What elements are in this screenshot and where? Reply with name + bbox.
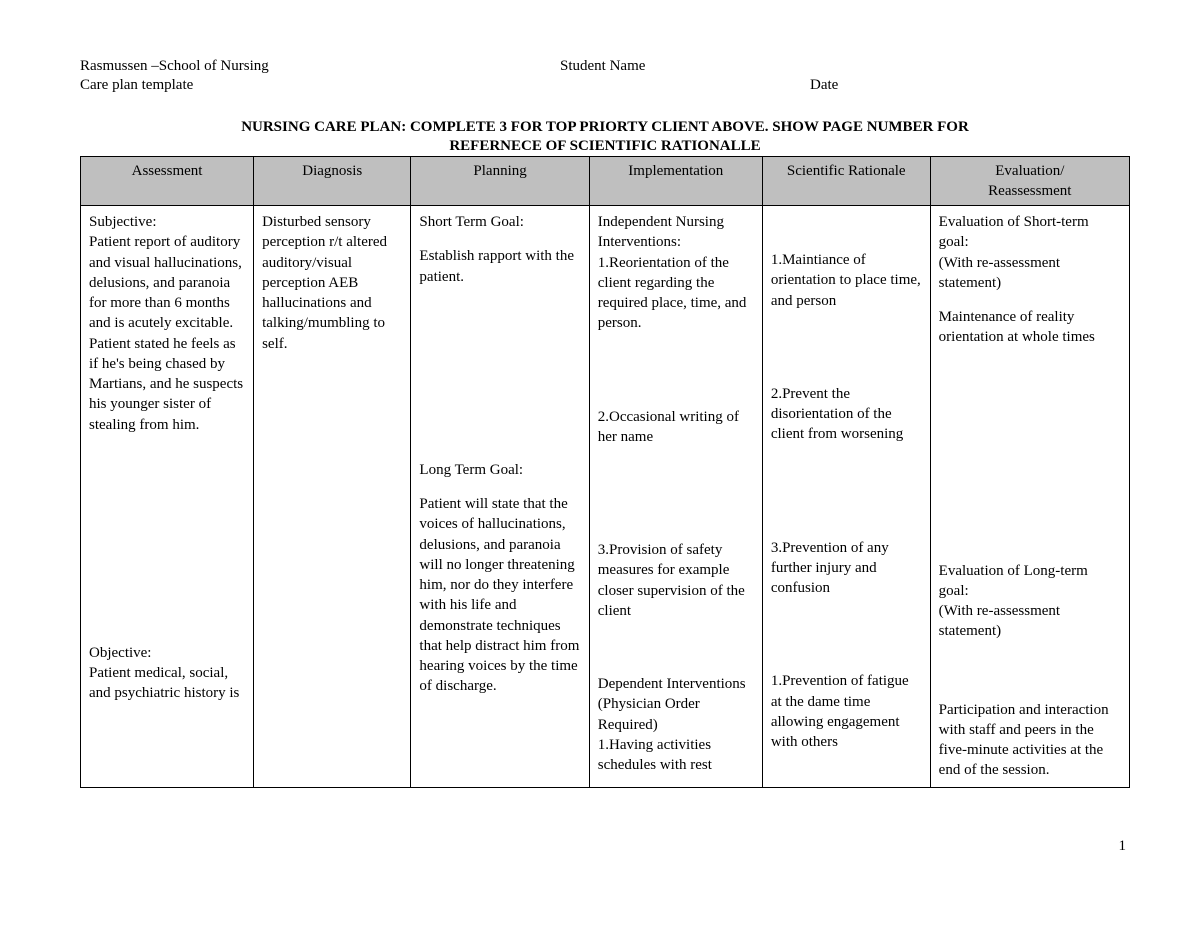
intervention-2: 2.Occasional writing of her name [598,407,754,448]
cell-rationale: 1.Maintiance of orientation to place tim… [762,206,930,788]
template-name: Care plan template [80,77,560,94]
eval-short-note: (With re-assessment statement) [939,253,1121,294]
subjective-text: Patient report of auditory and visual ha… [89,234,243,432]
title-line-2: REFERNECE OF SCIENTIFIC RATIONALLE [80,137,1130,156]
intervention-1: 1.Reorientation of the client regarding … [598,253,754,334]
subjective-label: Subjective: [89,214,157,230]
care-plan-table: Assessment Diagnosis Planning Implementa… [80,156,1130,788]
rationale-3: 3.Prevention of any further injury and c… [771,538,922,599]
cell-planning: Short Term Goal: Establish rapport with … [411,206,589,788]
long-term-goal-text: Patient will state that the voices of ha… [419,494,580,697]
long-term-goal-label: Long Term Goal: [419,460,580,480]
eval-long-label: Evaluation of Long-term goal: [939,561,1121,602]
short-term-goal-text: Establish rapport with the patient. [419,246,580,287]
page-number: 1 [80,838,1130,855]
eval-long-text: Participation and interaction with staff… [939,700,1121,781]
rationale-4: 1.Prevention of fatigue at the dame time… [771,671,922,752]
table-header-row: Assessment Diagnosis Planning Implementa… [81,156,1130,206]
cell-implementation: Independent Nursing Interventions: 1.Reo… [589,206,762,788]
dependent-interventions-label: Dependent Interventions (Physician Order… [598,674,754,735]
document-title: NURSING CARE PLAN: COMPLETE 3 FOR TOP PR… [80,118,1130,156]
eval-long-note: (With re-assessment statement) [939,601,1121,642]
rationale-1: 1.Maintiance of orientation to place tim… [771,250,922,311]
col-header-rationale: Scientific Rationale [762,156,930,206]
page-header-row-1: Rasmussen –School of Nursing Student Nam… [80,58,1130,75]
eval-short-text: Maintenance of reality orientation at wh… [939,307,1121,348]
cell-evaluation: Evaluation of Short-term goal: (With re-… [930,206,1129,788]
independent-interventions-label: Independent Nursing Interventions: [598,212,754,253]
dependent-1: 1.Having activities schedules with rest [598,735,754,776]
eval-short-label: Evaluation of Short-term goal: [939,212,1121,253]
school-name: Rasmussen –School of Nursing [80,58,560,75]
cell-assessment: Subjective: Patient report of auditory a… [81,206,254,788]
student-name-label: Student Name [560,58,810,75]
col-header-implementation: Implementation [589,156,762,206]
col-header-planning: Planning [411,156,589,206]
intervention-3: 3.Provision of safety measures for examp… [598,540,754,621]
objective-text: Patient medical, social, and psychiatric… [89,665,239,701]
cell-diagnosis: Disturbed sensory perception r/t altered… [254,206,411,788]
title-line-1: NURSING CARE PLAN: COMPLETE 3 FOR TOP PR… [80,118,1130,137]
rationale-2: 2.Prevent the disorientation of the clie… [771,384,922,445]
page-header-row-2: Care plan template Date [80,77,1130,94]
table-row: Subjective: Patient report of auditory a… [81,206,1130,788]
col-header-assessment: Assessment [81,156,254,206]
date-label: Date [810,77,1130,94]
objective-label: Objective: [89,645,151,661]
diagnosis-text: Disturbed sensory perception r/t altered… [262,212,402,354]
col-header-evaluation: Evaluation/ Reassessment [930,156,1129,206]
col-header-diagnosis: Diagnosis [254,156,411,206]
short-term-goal-label: Short Term Goal: [419,212,580,232]
